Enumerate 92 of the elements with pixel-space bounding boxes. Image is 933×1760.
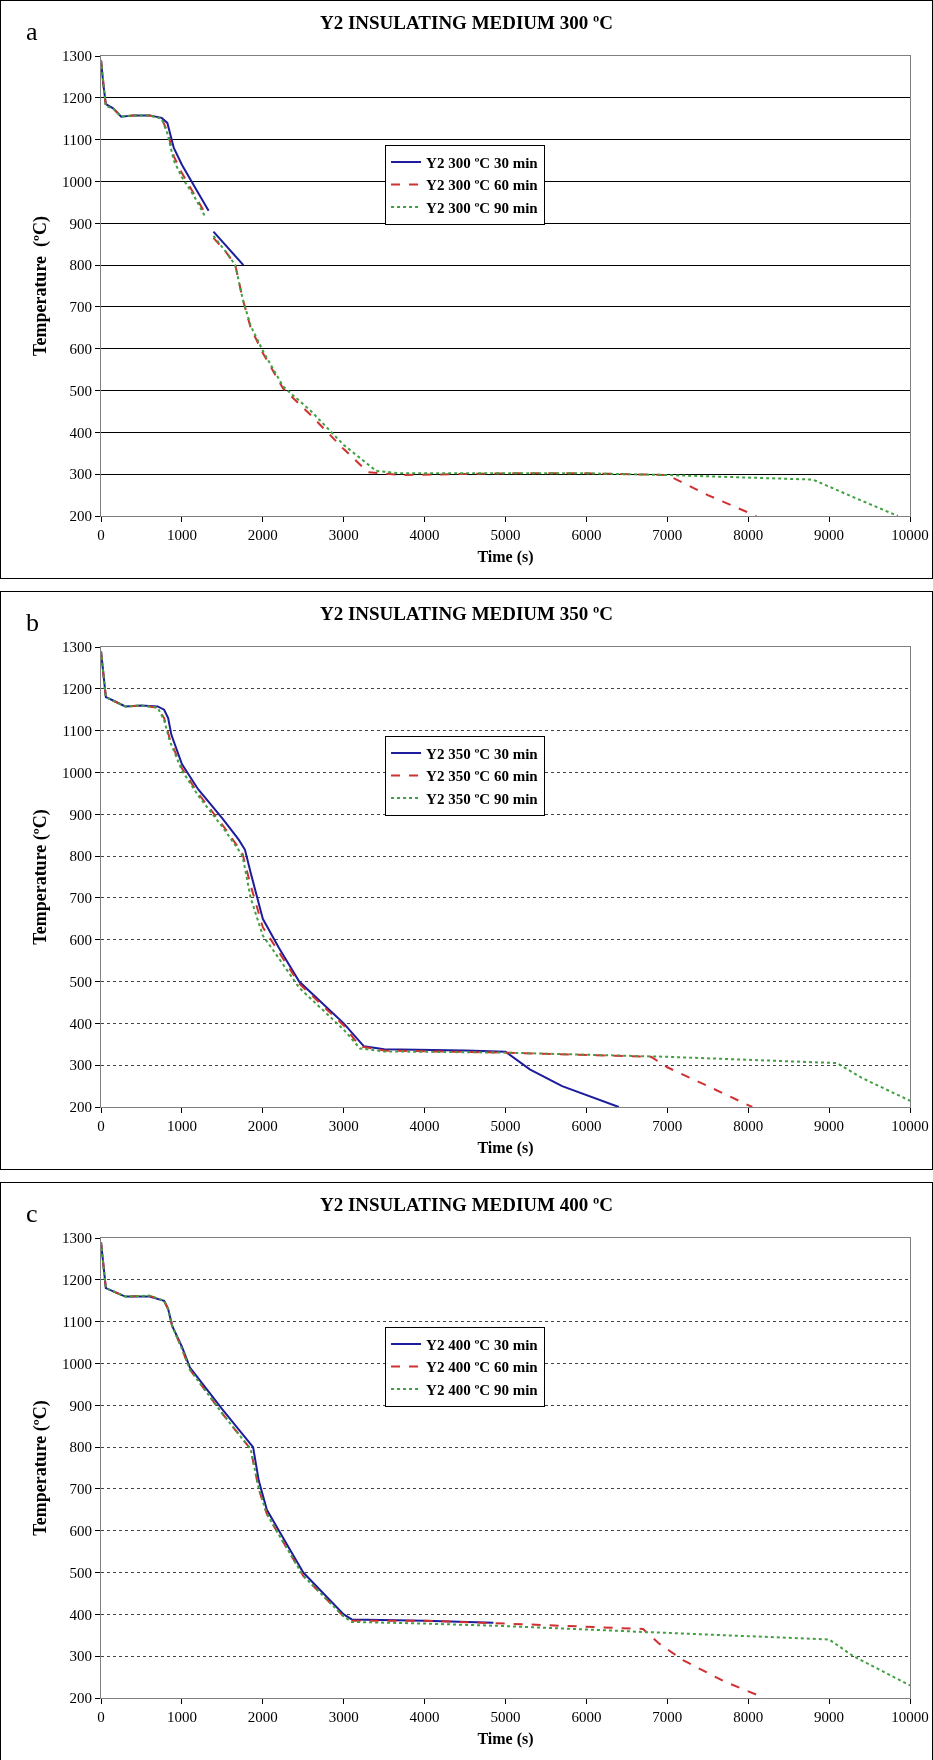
y-axis-title: Temperature (ºC) — [30, 1400, 52, 1536]
x-tick-label: 3000 — [328, 1709, 359, 1725]
x-tick-label: 4000 — [409, 527, 440, 543]
x-tick-label: 3000 — [328, 527, 359, 543]
x-tick-label: 1000 — [166, 1118, 197, 1134]
legend-label: Y2 350 ºC 60 min — [426, 768, 539, 785]
chart-title: Y2 INSULATING MEDIUM 350 ºC — [319, 602, 614, 624]
y-axis-title: Temperature (ºC) — [30, 216, 52, 356]
legend-label: Y2 300 ºC 30 min — [426, 154, 539, 171]
x-tick-label: 9000 — [814, 1709, 845, 1725]
x-tick-label: 10000 — [891, 527, 929, 543]
y-tick-label: 1100 — [62, 131, 92, 148]
y-tick-label: 300 — [69, 1648, 92, 1665]
y-tick-label: 800 — [69, 257, 92, 274]
y-tick-label: 400 — [69, 1015, 92, 1032]
legend-label: Y2 300 ºC 90 min — [426, 199, 539, 216]
x-tick-label: 1000 — [166, 1709, 197, 1725]
y-tick-label: 800 — [69, 848, 92, 865]
y-tick-label: 900 — [69, 1397, 92, 1414]
x-tick-label: 8000 — [733, 527, 764, 543]
y-tick-label: 500 — [69, 973, 92, 990]
chart-title: Y2 INSULATING MEDIUM 300 ºC — [319, 11, 614, 33]
y-tick-label: 200 — [69, 1690, 92, 1707]
line-series — [101, 650, 910, 1102]
y-tick-label: 1200 — [62, 681, 92, 698]
x-tick-label: 5000 — [490, 1118, 521, 1134]
y-tick-label: 700 — [69, 890, 92, 907]
y-tick-label: 1000 — [62, 764, 92, 781]
x-axis-title: Time (s) — [477, 1729, 534, 1748]
y-tick-label: 1300 — [62, 639, 92, 656]
y-tick-label: 1200 — [62, 1272, 92, 1289]
x-tick-label: 4000 — [409, 1709, 440, 1725]
x-axis-title: Time (s) — [477, 547, 534, 566]
y-tick-label: 900 — [69, 215, 92, 232]
y-tick-label: 1000 — [62, 1355, 92, 1372]
y-tick-label: 800 — [69, 1439, 92, 1456]
x-tick-label: 7000 — [652, 1709, 683, 1725]
x-tick-label: 8000 — [733, 1709, 764, 1725]
x-axis-title: Time (s) — [477, 1138, 534, 1157]
x-tick-label: 9000 — [814, 1118, 845, 1134]
y-tick-label: 1000 — [62, 173, 92, 190]
y-tick-label: 1100 — [62, 722, 92, 739]
x-tick-label: 6000 — [571, 1118, 602, 1134]
x-tick-label: 2000 — [247, 1709, 278, 1725]
y-tick-label: 700 — [69, 1481, 92, 1498]
text: c — [26, 1199, 38, 1228]
x-tick-label: 0 — [97, 1118, 105, 1134]
x-tick-label: 3000 — [328, 1118, 359, 1134]
x-tick-label: 10000 — [891, 1709, 929, 1725]
y-tick-label: 400 — [69, 1606, 92, 1623]
text: a — [26, 17, 38, 46]
x-tick-label: 1000 — [166, 527, 197, 543]
x-tick-label: 5000 — [490, 527, 521, 543]
y-tick-label: 1100 — [62, 1313, 92, 1330]
y-tick-label: 700 — [69, 299, 92, 316]
y-tick-label: 500 — [69, 1564, 92, 1581]
y-tick-label: 200 — [69, 508, 92, 525]
x-tick-label: 5000 — [490, 1709, 521, 1725]
y-tick-label: 300 — [69, 1057, 92, 1074]
x-tick-label: 0 — [97, 1709, 105, 1725]
x-tick-label: 2000 — [247, 1118, 278, 1134]
y-tick-label: 400 — [69, 424, 92, 441]
y-tick-label: 500 — [69, 382, 92, 399]
y-tick-label: 1200 — [62, 90, 92, 107]
y-tick-label: 600 — [69, 340, 92, 357]
x-tick-label: 2000 — [247, 527, 278, 543]
x-tick-label: 0 — [97, 527, 105, 543]
y-tick-label: 300 — [69, 466, 92, 483]
legend-label: Y2 350 ºC 30 min — [426, 745, 539, 762]
x-tick-label: 8000 — [733, 1118, 764, 1134]
legend-label: Y2 400 ºC 30 min — [426, 1336, 539, 1353]
y-tick-label: 1300 — [62, 48, 92, 65]
x-tick-label: 7000 — [652, 1118, 683, 1134]
x-tick-label: 10000 — [891, 1118, 929, 1134]
legend-label: Y2 350 ºC 90 min — [426, 790, 539, 807]
line-series — [101, 1241, 910, 1687]
chart-title: Y2 INSULATING MEDIUM 400 ºC — [319, 1193, 614, 1215]
y-tick-label: 900 — [69, 806, 92, 823]
legend-label: Y2 300 ºC 60 min — [426, 177, 539, 194]
legend-label: Y2 400 ºC 90 min — [426, 1381, 539, 1398]
x-tick-label: 7000 — [652, 527, 683, 543]
x-tick-label: 4000 — [409, 1118, 440, 1134]
text: b — [26, 608, 39, 637]
x-tick-label: 6000 — [571, 1709, 602, 1725]
x-tick-label: 6000 — [571, 527, 602, 543]
y-tick-label: 200 — [69, 1099, 92, 1116]
y-axis-title: Temperature (ºC) — [30, 809, 52, 945]
legend-label: Y2 400 ºC 60 min — [426, 1359, 539, 1376]
x-tick-label: 9000 — [814, 527, 845, 543]
y-tick-label: 600 — [69, 931, 92, 948]
y-tick-label: 600 — [69, 1522, 92, 1539]
y-tick-label: 1300 — [62, 1230, 92, 1247]
